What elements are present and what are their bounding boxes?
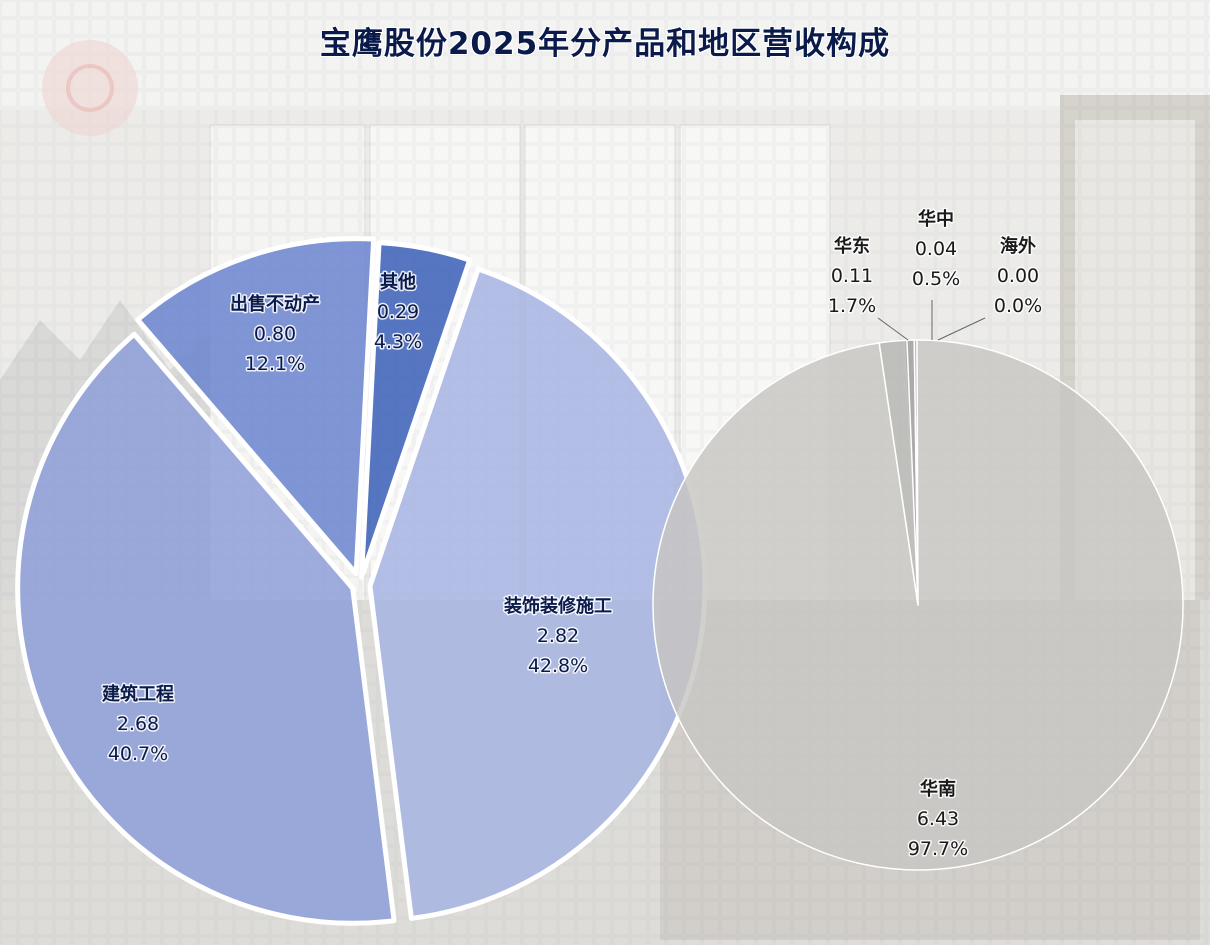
slice-label-value: 0.00 <box>997 265 1039 287</box>
slice-label-name: 华东 <box>834 235 870 257</box>
slice-label-percent: 0.5% <box>912 268 960 290</box>
slice-label-value: 6.43 <box>917 808 959 830</box>
slice-label-value: 0.04 <box>915 238 957 260</box>
slice-label-percent: 40.7% <box>108 743 168 765</box>
slice-label-name: 华南 <box>920 778 956 800</box>
slice-label-value: 0.29 <box>377 301 419 323</box>
pie-2: 华中 0.04 0.5% 海外 0.00 0.0% 华南 6.43 97.7% 华东 0.11 1.7… <box>653 208 1183 870</box>
slice-label-percent: 12.1% <box>245 353 305 375</box>
slice-label-value: 0.11 <box>831 265 873 287</box>
slice-label-name: 海外 <box>1000 235 1036 257</box>
slice-label-percent: 1.7% <box>828 295 876 317</box>
slice-label-percent: 4.3% <box>374 331 422 353</box>
slice-label-percent: 0.0% <box>994 295 1042 317</box>
slice-label-percent: 97.7% <box>908 838 968 860</box>
slice-label-name: 其他 <box>380 271 416 293</box>
slice-label-name: 建筑工程 <box>102 683 174 705</box>
leader-line <box>938 318 985 340</box>
slice-label-name: 出售不动产 <box>230 293 320 315</box>
slice-label-name: 华中 <box>918 208 954 230</box>
slice-label-percent: 42.8% <box>528 655 588 677</box>
slice-label-value: 0.80 <box>254 323 296 345</box>
leader-line <box>878 318 908 340</box>
slice-label-value: 2.82 <box>537 625 579 647</box>
pie-1: 其他 0.29 4.3% 装饰装修施工 2.82 42.8% 建筑工程 2.68 40.7% 出售… <box>18 239 705 924</box>
slice-label-value: 2.68 <box>117 713 159 735</box>
slice-label-name: 装饰装修施工 <box>504 595 612 617</box>
